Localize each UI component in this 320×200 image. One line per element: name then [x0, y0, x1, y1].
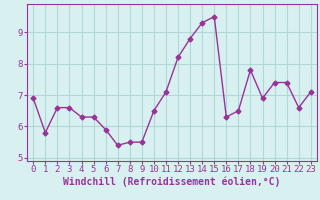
X-axis label: Windchill (Refroidissement éolien,°C): Windchill (Refroidissement éolien,°C) — [63, 177, 281, 187]
